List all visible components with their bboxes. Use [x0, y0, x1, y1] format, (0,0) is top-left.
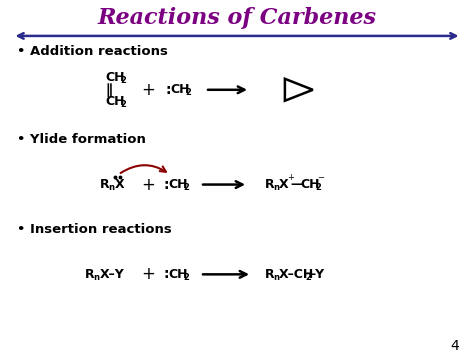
- Text: 2: 2: [183, 183, 189, 192]
- Text: X: X: [114, 178, 124, 191]
- Text: CH: CH: [301, 178, 320, 191]
- Text: CH: CH: [105, 95, 125, 108]
- Text: +: +: [141, 265, 155, 283]
- Text: 2: 2: [120, 100, 126, 109]
- Text: :: :: [163, 267, 169, 282]
- Text: 2: 2: [316, 183, 322, 192]
- Text: • Insertion reactions: • Insertion reactions: [17, 223, 171, 236]
- Text: 4: 4: [451, 339, 459, 353]
- Text: —: —: [291, 178, 303, 191]
- Text: R: R: [100, 178, 110, 191]
- Text: X: X: [279, 178, 289, 191]
- Text: Reactions of Carbenes: Reactions of Carbenes: [98, 7, 376, 29]
- Text: –Y: –Y: [310, 268, 325, 281]
- Text: CH: CH: [168, 268, 188, 281]
- Text: CH: CH: [105, 71, 125, 84]
- Text: n: n: [108, 183, 114, 192]
- FancyArrowPatch shape: [120, 165, 166, 173]
- Text: −: −: [317, 173, 324, 182]
- Text: 2: 2: [183, 273, 189, 282]
- Text: CH: CH: [170, 83, 190, 96]
- Text: +: +: [141, 176, 155, 193]
- Text: R: R: [265, 178, 274, 191]
- Text: ∥: ∥: [105, 83, 112, 97]
- Text: :: :: [165, 83, 171, 97]
- Text: X–CH: X–CH: [279, 268, 314, 281]
- Text: • Ylide formation: • Ylide formation: [17, 133, 146, 146]
- Text: 2: 2: [185, 88, 191, 97]
- Text: X–Y: X–Y: [100, 268, 124, 281]
- Text: +: +: [141, 81, 155, 99]
- Text: R: R: [265, 268, 274, 281]
- Text: R: R: [85, 268, 95, 281]
- Text: n: n: [273, 273, 279, 282]
- Text: n: n: [93, 273, 100, 282]
- Text: :: :: [163, 178, 169, 192]
- Text: • Addition reactions: • Addition reactions: [17, 45, 167, 58]
- Text: 2: 2: [306, 273, 312, 282]
- Text: CH: CH: [168, 178, 188, 191]
- Text: n: n: [273, 183, 279, 192]
- Text: 2: 2: [120, 76, 126, 85]
- Text: +: +: [287, 173, 294, 182]
